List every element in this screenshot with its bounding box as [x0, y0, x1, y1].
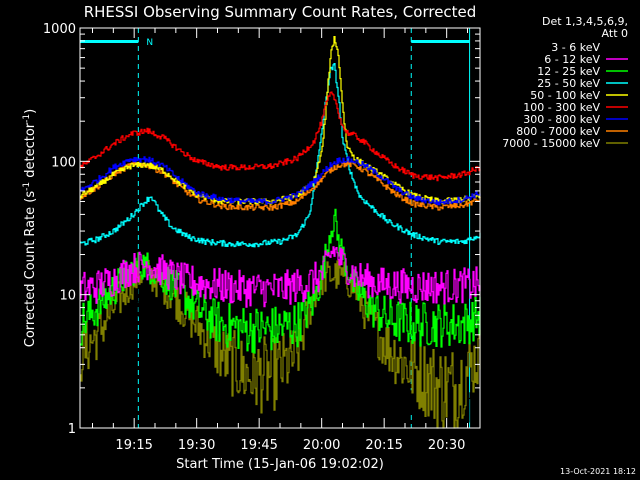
x-tick-label: 20:30: [428, 438, 465, 453]
legend-label: 7000 - 15000 keV: [502, 137, 600, 150]
x-axis-label: Start Time (15-Jan-06 19:02:02): [176, 457, 384, 472]
legend-label: 300 - 800 keV: [523, 113, 600, 126]
y-tick-label: 1: [68, 422, 76, 437]
legend-label: 3 - 6 keV: [551, 41, 600, 54]
y-axis-label: Corrected Count Rate (s-1 detector-1): [22, 109, 38, 347]
legend-header-line1: Det 1,3,4,5,6,9,: [542, 15, 628, 28]
x-tick-label: 19:15: [115, 438, 152, 453]
series-line-300-800-kev: [80, 156, 481, 206]
x-tick-label: 20:00: [303, 438, 340, 453]
legend-label: 25 - 50 keV: [537, 77, 600, 90]
series-line-6-12-kev: [80, 246, 481, 308]
legend-label: 800 - 7000 keV: [516, 125, 600, 138]
date-stamp: 13-Oct-2021 18:12: [560, 467, 636, 476]
legend-label: 6 - 12 keV: [544, 53, 600, 66]
series-line-50-100-kev: [80, 36, 481, 205]
x-tick-label: 19:45: [240, 438, 277, 453]
legend-label: 100 - 300 keV: [523, 101, 600, 114]
x-tick-label: 20:15: [365, 438, 402, 453]
legend-label: 50 - 100 keV: [530, 89, 600, 102]
series-line-12-25-kev: [80, 208, 481, 354]
data-series-group: [80, 36, 481, 429]
legend-header-line2: Att 0: [602, 27, 628, 40]
night-interval-bar: [411, 40, 470, 43]
series-line-25-50-kev: [80, 63, 481, 248]
night-marker-label: N: [146, 38, 153, 48]
legend-label: 12 - 25 keV: [537, 65, 600, 78]
series-line-3-6-kev: [80, 277, 481, 429]
series-line-100-300-kev: [80, 91, 481, 182]
y-tick-label: 100: [51, 155, 76, 170]
plot-axes: 1 10 100 1000 19:15 19:30 19:45 20:00 20:15 20:30: [43, 22, 481, 453]
x-tick-label: 19:30: [178, 438, 215, 453]
chart-title: RHESSI Observing Summary Count Rates, Co…: [84, 3, 477, 21]
y-tick-label: 1000: [43, 22, 76, 37]
night-interval-bar: [80, 40, 139, 43]
y-tick-label: 10: [59, 289, 76, 304]
